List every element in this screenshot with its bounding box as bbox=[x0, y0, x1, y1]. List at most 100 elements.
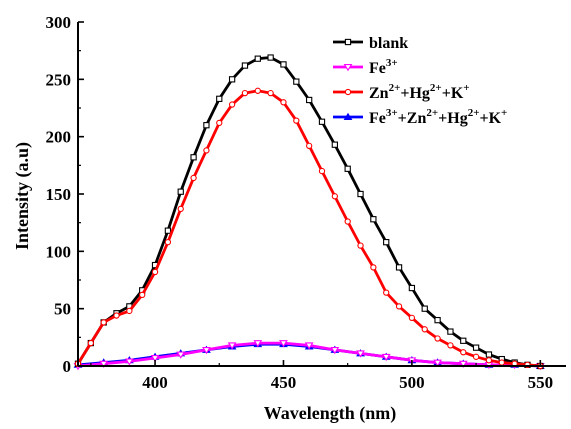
data-point bbox=[344, 165, 351, 172]
data-point bbox=[434, 335, 441, 342]
data-point bbox=[447, 342, 454, 349]
data-point bbox=[151, 268, 159, 276]
legend-marker bbox=[343, 64, 353, 72]
data-point bbox=[203, 147, 210, 154]
y-tick-label: 150 bbox=[46, 185, 72, 204]
data-point bbox=[126, 307, 133, 315]
series-2 bbox=[74, 87, 544, 370]
x-tick-label: 400 bbox=[142, 373, 168, 392]
data-point bbox=[267, 54, 274, 61]
data-point bbox=[280, 99, 287, 106]
data-point bbox=[176, 351, 186, 359]
data-point bbox=[100, 319, 107, 326]
data-point bbox=[164, 239, 172, 246]
data-point bbox=[254, 55, 261, 62]
plot-area bbox=[73, 54, 545, 371]
legend-label: Fe3++Zn2++Hg2++K+ bbox=[369, 107, 507, 127]
data-point bbox=[472, 344, 480, 351]
data-point bbox=[344, 218, 351, 225]
data-point bbox=[293, 117, 300, 124]
data-point bbox=[306, 96, 313, 104]
data-point bbox=[485, 351, 493, 358]
legend-marker bbox=[343, 112, 353, 120]
data-point bbox=[216, 95, 223, 102]
data-point bbox=[421, 326, 428, 333]
data-point bbox=[331, 141, 338, 148]
series-line-0 bbox=[76, 56, 541, 368]
data-point bbox=[254, 87, 261, 94]
data-point bbox=[357, 190, 364, 198]
data-point bbox=[408, 284, 416, 292]
data-point bbox=[177, 205, 184, 213]
series-0 bbox=[74, 54, 544, 370]
legend-item: Zn2++Hg2++K+ bbox=[333, 82, 470, 102]
y-axis-title: Intensity (a.u) bbox=[12, 142, 33, 250]
data-point bbox=[381, 353, 391, 362]
data-point bbox=[357, 242, 364, 249]
data-point bbox=[241, 62, 249, 69]
data-point bbox=[267, 89, 274, 97]
data-point bbox=[280, 61, 287, 68]
x-tick-label: 550 bbox=[528, 373, 554, 392]
y-tick-label: 250 bbox=[46, 70, 72, 89]
data-point bbox=[408, 314, 416, 321]
data-point bbox=[395, 264, 403, 271]
data-point bbox=[164, 227, 172, 234]
data-point bbox=[383, 239, 390, 246]
legend-marker bbox=[344, 38, 352, 46]
y-tick-label: 300 bbox=[46, 13, 72, 32]
data-point bbox=[331, 193, 338, 200]
data-point bbox=[99, 360, 109, 368]
y-tick-label: 100 bbox=[46, 242, 72, 261]
data-point bbox=[433, 359, 442, 367]
legend-label: Fe3+ bbox=[369, 57, 398, 77]
data-point bbox=[150, 355, 160, 363]
data-point bbox=[421, 305, 428, 312]
legend-item: Fe3+ bbox=[333, 57, 398, 77]
data-point bbox=[498, 359, 505, 366]
data-point bbox=[318, 118, 326, 125]
y-tick-label: 0 bbox=[63, 357, 72, 376]
data-point bbox=[434, 316, 441, 324]
legend-item: blank bbox=[333, 35, 408, 52]
data-point bbox=[113, 312, 120, 319]
x-tick-label: 500 bbox=[399, 373, 425, 392]
legend-marker bbox=[344, 88, 352, 96]
data-point bbox=[318, 167, 326, 175]
data-point bbox=[447, 328, 454, 335]
legend-label: Zn2++Hg2++K+ bbox=[369, 82, 470, 102]
data-point bbox=[190, 174, 197, 182]
series-line-2 bbox=[76, 89, 541, 368]
data-point bbox=[395, 303, 403, 310]
data-point bbox=[383, 289, 390, 296]
x-axis-title: Wavelength (nm) bbox=[264, 403, 397, 424]
data-point bbox=[293, 78, 300, 85]
data-point bbox=[87, 339, 94, 347]
data-point bbox=[241, 89, 249, 97]
data-point bbox=[330, 346, 340, 355]
data-point bbox=[370, 216, 377, 223]
data-point bbox=[139, 291, 146, 299]
data-point bbox=[356, 350, 365, 358]
data-point bbox=[177, 188, 184, 195]
data-point bbox=[279, 340, 288, 348]
y-tick-label: 50 bbox=[54, 300, 71, 319]
data-point bbox=[458, 360, 468, 368]
data-point bbox=[228, 76, 236, 83]
legend: blank Fe3+ Zn2++Hg2++K+ Fe3++Zn2++Hg2++K+ bbox=[333, 35, 507, 127]
data-point bbox=[304, 342, 314, 350]
data-point bbox=[253, 340, 263, 348]
axes: 400 450 500 550 0 50 100 150 200 250 300 bbox=[46, 13, 566, 392]
y-tick-label: 200 bbox=[46, 128, 72, 147]
data-point bbox=[227, 342, 237, 350]
data-point bbox=[203, 122, 210, 129]
data-point bbox=[460, 349, 467, 356]
data-point bbox=[228, 101, 236, 108]
data-point bbox=[190, 154, 197, 161]
legend-label: blank bbox=[369, 35, 408, 52]
x-tick-label: 450 bbox=[271, 373, 297, 392]
data-point bbox=[472, 353, 480, 360]
data-point bbox=[202, 346, 211, 355]
data-point bbox=[216, 119, 223, 127]
